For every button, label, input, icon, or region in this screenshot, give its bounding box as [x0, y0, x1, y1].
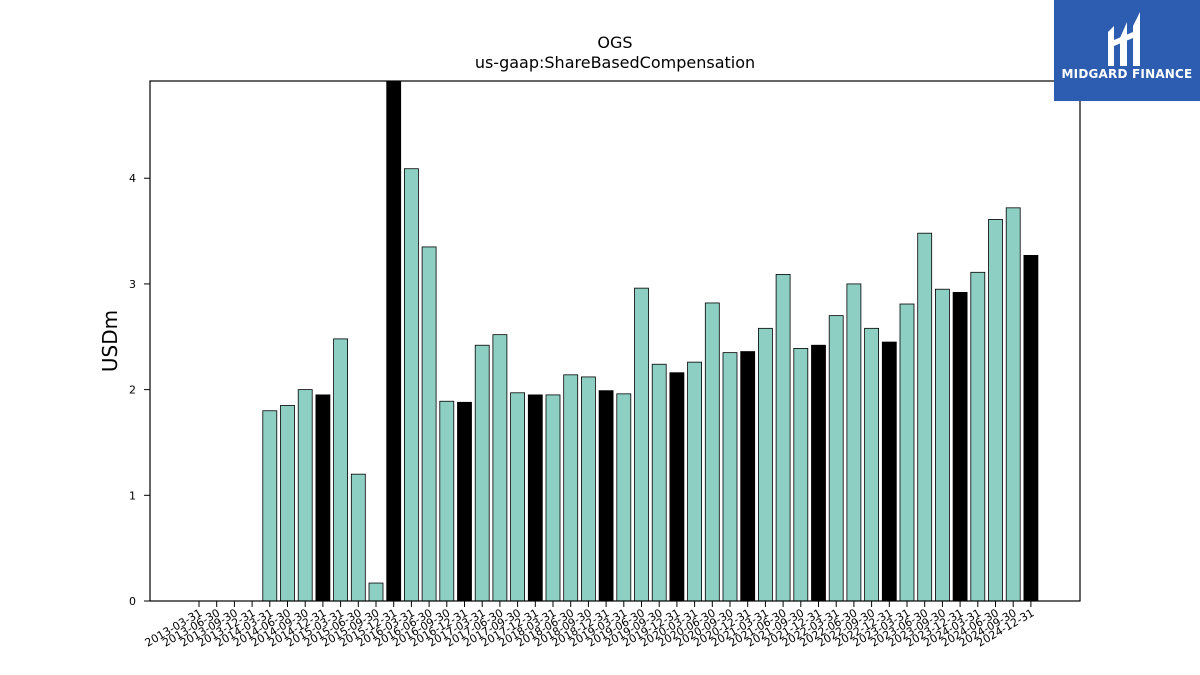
bar-2016-06-30 — [421, 246, 437, 602]
bar-2018-12-31 — [598, 390, 614, 602]
y-tick-label: 3 — [129, 278, 136, 291]
bar-2017-06-30 — [492, 334, 508, 602]
bar-2022-12-31 — [881, 341, 897, 602]
bar-2017-12-31 — [527, 394, 543, 602]
bar-2020-06-30 — [704, 302, 720, 602]
bar-2022-03-31 — [828, 315, 844, 602]
bar-2020-09-30 — [722, 352, 738, 602]
bar-2024-12-31 — [1023, 254, 1039, 602]
midgard-logo-mark-icon — [1108, 12, 1140, 66]
bar-2018-03-31 — [545, 394, 561, 602]
bar-2022-06-30 — [846, 283, 862, 602]
bar-2019-03-31 — [616, 393, 632, 602]
logo-text: MIDGARD FINANCE — [1061, 67, 1193, 81]
x-axis-ticks: 2013-03-312013-06-302013-09-302013-12-31… — [143, 601, 1036, 650]
bar-2019-06-30 — [634, 287, 649, 602]
bar-2019-09-30 — [651, 363, 667, 602]
bar-2023-06-30 — [917, 232, 933, 602]
bar-2014-12-31 — [315, 394, 331, 602]
bar-2017-03-31 — [474, 344, 490, 602]
y-tick-label: 4 — [129, 172, 136, 185]
bar-2021-03-31 — [758, 327, 773, 602]
bar-2015-03-31 — [333, 338, 349, 602]
bar-2020-03-31 — [687, 361, 702, 602]
bar-2019-12-31 — [669, 372, 685, 602]
bar-2023-09-30 — [935, 288, 950, 602]
bar-2021-09-30 — [793, 347, 809, 602]
bar-2024-06-30 — [988, 219, 1003, 602]
bar-2021-12-31 — [811, 344, 826, 602]
y-tick-label: 2 — [129, 384, 136, 397]
chart-title: OGS — [597, 33, 632, 52]
bar-2015-12-31 — [386, 80, 402, 602]
bar-2020-12-31 — [740, 351, 756, 602]
bar-2014-03-31 — [262, 410, 278, 602]
chart-subtitle: us-gaap:ShareBasedCompensation — [475, 53, 755, 72]
y-axis-label: USDm — [98, 310, 122, 372]
bar-2015-06-30 — [350, 473, 366, 602]
bar-2014-09-30 — [297, 389, 313, 602]
bar-2022-09-30 — [864, 327, 879, 602]
y-tick-label: 0 — [129, 595, 136, 608]
midgard-finance-logo: MIDGARD FINANCE — [1054, 0, 1200, 101]
y-tick-label: 1 — [129, 489, 136, 502]
bar-2016-09-30 — [439, 400, 455, 602]
bar-2016-03-31 — [403, 168, 419, 602]
bar-2016-12-31 — [457, 401, 472, 602]
bar-2023-12-31 — [952, 291, 968, 602]
bar-2021-06-30 — [775, 274, 791, 602]
bar-2018-06-30 — [563, 374, 579, 602]
bar-2015-09-30 — [368, 582, 384, 602]
bar-2024-03-31 — [970, 271, 986, 602]
bar-2018-09-30 — [581, 376, 596, 602]
bar-2017-09-30 — [510, 392, 526, 602]
y-axis-ticks: 0 1 2 3 4 — [129, 172, 150, 608]
bar-2024-09-30 — [1005, 207, 1021, 602]
plot-frame — [149, 80, 1081, 602]
bar-2023-03-31 — [899, 303, 915, 602]
bar-2014-06-30 — [280, 405, 295, 602]
bars-group — [262, 80, 1039, 602]
